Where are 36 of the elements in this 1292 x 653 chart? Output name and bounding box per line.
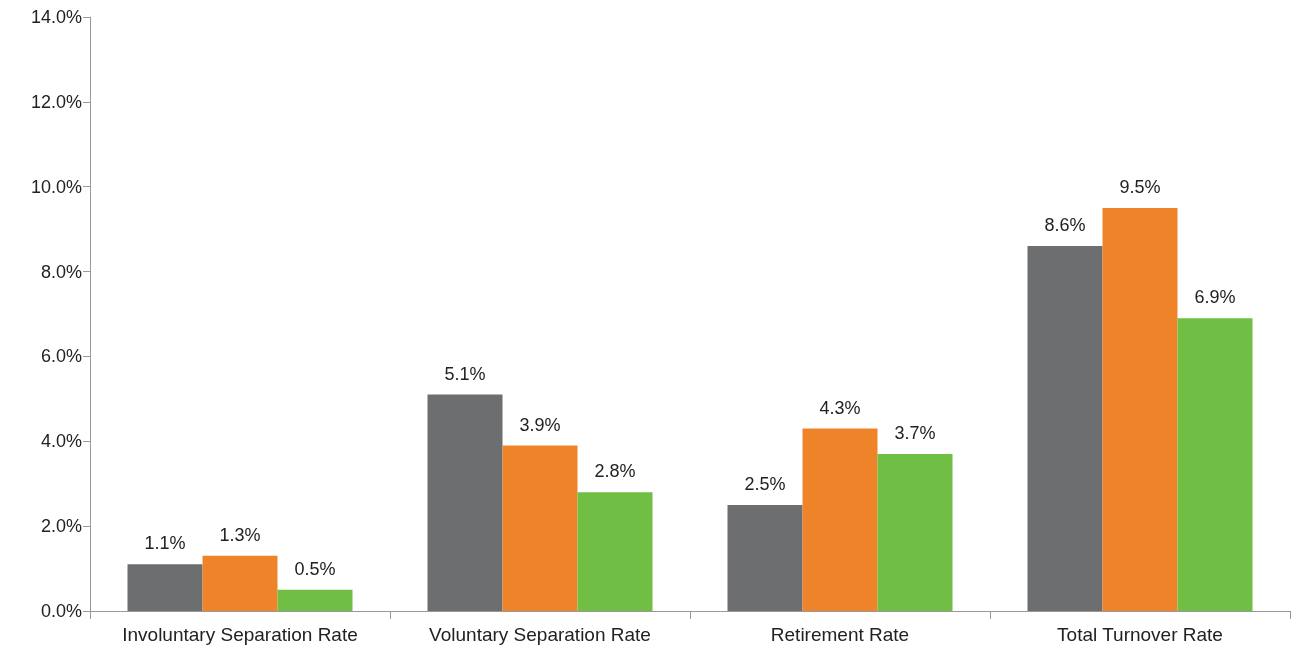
data-label: 9.5% — [1119, 176, 1161, 197]
x-tick-label: Total Turnover Rate — [1057, 624, 1223, 645]
y-tick-label: 12.0% — [30, 91, 82, 112]
bar — [202, 555, 278, 611]
data-label: 2.8% — [594, 461, 636, 482]
data-label: 6.9% — [1194, 287, 1236, 308]
y-tick-label: 4.0% — [40, 431, 82, 452]
data-label: 4.3% — [819, 397, 861, 418]
x-tick-label: Voluntary Separation Rate — [429, 624, 651, 645]
bar — [1102, 207, 1178, 611]
data-label: 2.5% — [744, 473, 786, 494]
y-tick-label: 6.0% — [40, 346, 82, 367]
bar — [277, 589, 353, 611]
y-tick-label: 10.0% — [30, 176, 82, 197]
x-tick-label: Involuntary Separation Rate — [122, 624, 358, 645]
y-tick-label: 14.0% — [30, 7, 82, 27]
bar — [127, 564, 203, 611]
bar — [877, 454, 953, 611]
data-label: 3.9% — [519, 414, 561, 435]
data-label: 5.1% — [444, 363, 486, 384]
x-tick-label: Retirement Rate — [770, 624, 910, 645]
data-label: 1.1% — [144, 533, 186, 554]
bar — [427, 394, 503, 611]
y-tick-label: 2.0% — [40, 516, 82, 537]
bar — [502, 445, 578, 611]
bar — [1177, 318, 1253, 611]
y-tick-label: 8.0% — [40, 261, 82, 282]
y-tick-label: 0.0% — [40, 601, 82, 621]
data-label: 8.6% — [1044, 215, 1086, 236]
bar — [577, 492, 653, 611]
bar — [802, 428, 878, 611]
data-label: 0.5% — [294, 558, 336, 579]
data-label: 3.7% — [894, 423, 936, 444]
bar — [1027, 246, 1103, 611]
data-label: 1.3% — [219, 524, 261, 545]
bar — [727, 504, 803, 611]
